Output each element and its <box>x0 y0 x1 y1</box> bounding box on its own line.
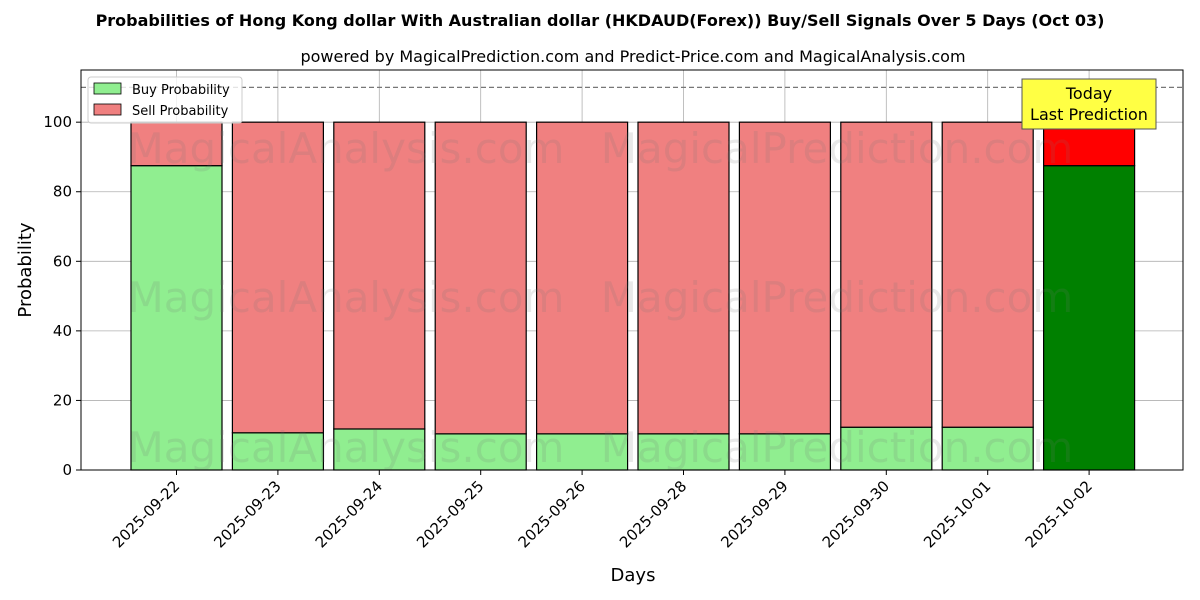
bar-buy <box>535 433 629 471</box>
chart-title: Probabilities of Hong Kong dollar With A… <box>96 11 1105 30</box>
bar-buy <box>840 426 933 471</box>
bar-sell <box>941 121 1034 428</box>
legend-swatch-buy <box>93 82 122 95</box>
x-tick-label: 2025-10-02 <box>1022 477 1096 551</box>
y-tick-label: 0 <box>62 461 72 479</box>
plot-frame <box>80 69 1184 471</box>
watermark-text: MagicalAnalysis.com <box>128 124 565 173</box>
y-tick-label: 60 <box>53 252 72 270</box>
bar-sell <box>333 121 426 430</box>
today-annotation: Today Last Prediction <box>1021 78 1157 130</box>
x-tick-label: 2025-09-24 <box>312 477 386 551</box>
y-tick-label: 40 <box>53 322 72 340</box>
x-axis-label: Days <box>611 565 656 586</box>
annotation-box <box>1021 78 1157 130</box>
bar-buy <box>738 433 832 471</box>
bar-sell <box>231 121 324 434</box>
x-axis-ticks: 2025-09-22 2025-09-23 2025-09-24 2025-09-25… <box>109 470 1096 551</box>
x-tick-label: 2025-09-30 <box>819 477 893 551</box>
chart-subtitle: powered by MagicalPrediction.com and Pre… <box>300 47 965 66</box>
watermarks: MagicalAnalysis.com MagicalPrediction.com… <box>128 124 1074 472</box>
x-tick-label: 2025-09-22 <box>109 477 183 551</box>
y-tick-label: 100 <box>43 113 72 131</box>
x-tick-label: 2025-09-29 <box>717 477 791 551</box>
watermark-text: MagicalAnalysis.com <box>128 423 565 472</box>
watermark-text: MagicalPrediction.com <box>601 124 1074 173</box>
x-tick-label: 2025-09-28 <box>616 477 690 551</box>
bar-sell <box>130 121 223 167</box>
y-axis-label: Probability <box>15 222 36 317</box>
legend-label-sell: Sell Probability <box>132 104 229 119</box>
bar-sell <box>434 121 527 435</box>
y-tick-label: 20 <box>53 391 72 409</box>
legend: Buy Probability Sell Probability <box>87 76 243 124</box>
legend-swatch-sell <box>93 103 122 116</box>
x-tick-label: 2025-09-25 <box>413 477 487 551</box>
watermark-text: MagicalPrediction.com <box>601 273 1074 322</box>
legend-label-buy: Buy Probability <box>132 83 230 98</box>
x-tick-label: 2025-10-01 <box>920 477 994 551</box>
annotation-line-1: Today <box>1065 84 1112 103</box>
legend-frame <box>87 76 243 124</box>
x-tick-label: 2025-09-23 <box>210 477 284 551</box>
bar-buy <box>941 426 1034 471</box>
watermark-text: MagicalAnalysis.com <box>128 273 565 322</box>
watermark-text: MagicalPrediction.com <box>601 423 1074 472</box>
bar-sell <box>840 121 933 428</box>
bars <box>130 121 1136 471</box>
bar-sell <box>637 121 730 435</box>
bar-buy <box>333 428 426 471</box>
bar-sell <box>535 121 629 435</box>
bar-buy <box>1042 165 1136 471</box>
y-axis-ticks: 0 20 40 60 80 100 <box>43 113 81 479</box>
annotation-line-2: Last Prediction <box>1030 105 1148 124</box>
y-tick-label: 80 <box>53 183 72 201</box>
bar-sell <box>738 121 832 435</box>
x-tick-label: 2025-09-26 <box>515 477 589 551</box>
bar-buy <box>130 165 223 471</box>
